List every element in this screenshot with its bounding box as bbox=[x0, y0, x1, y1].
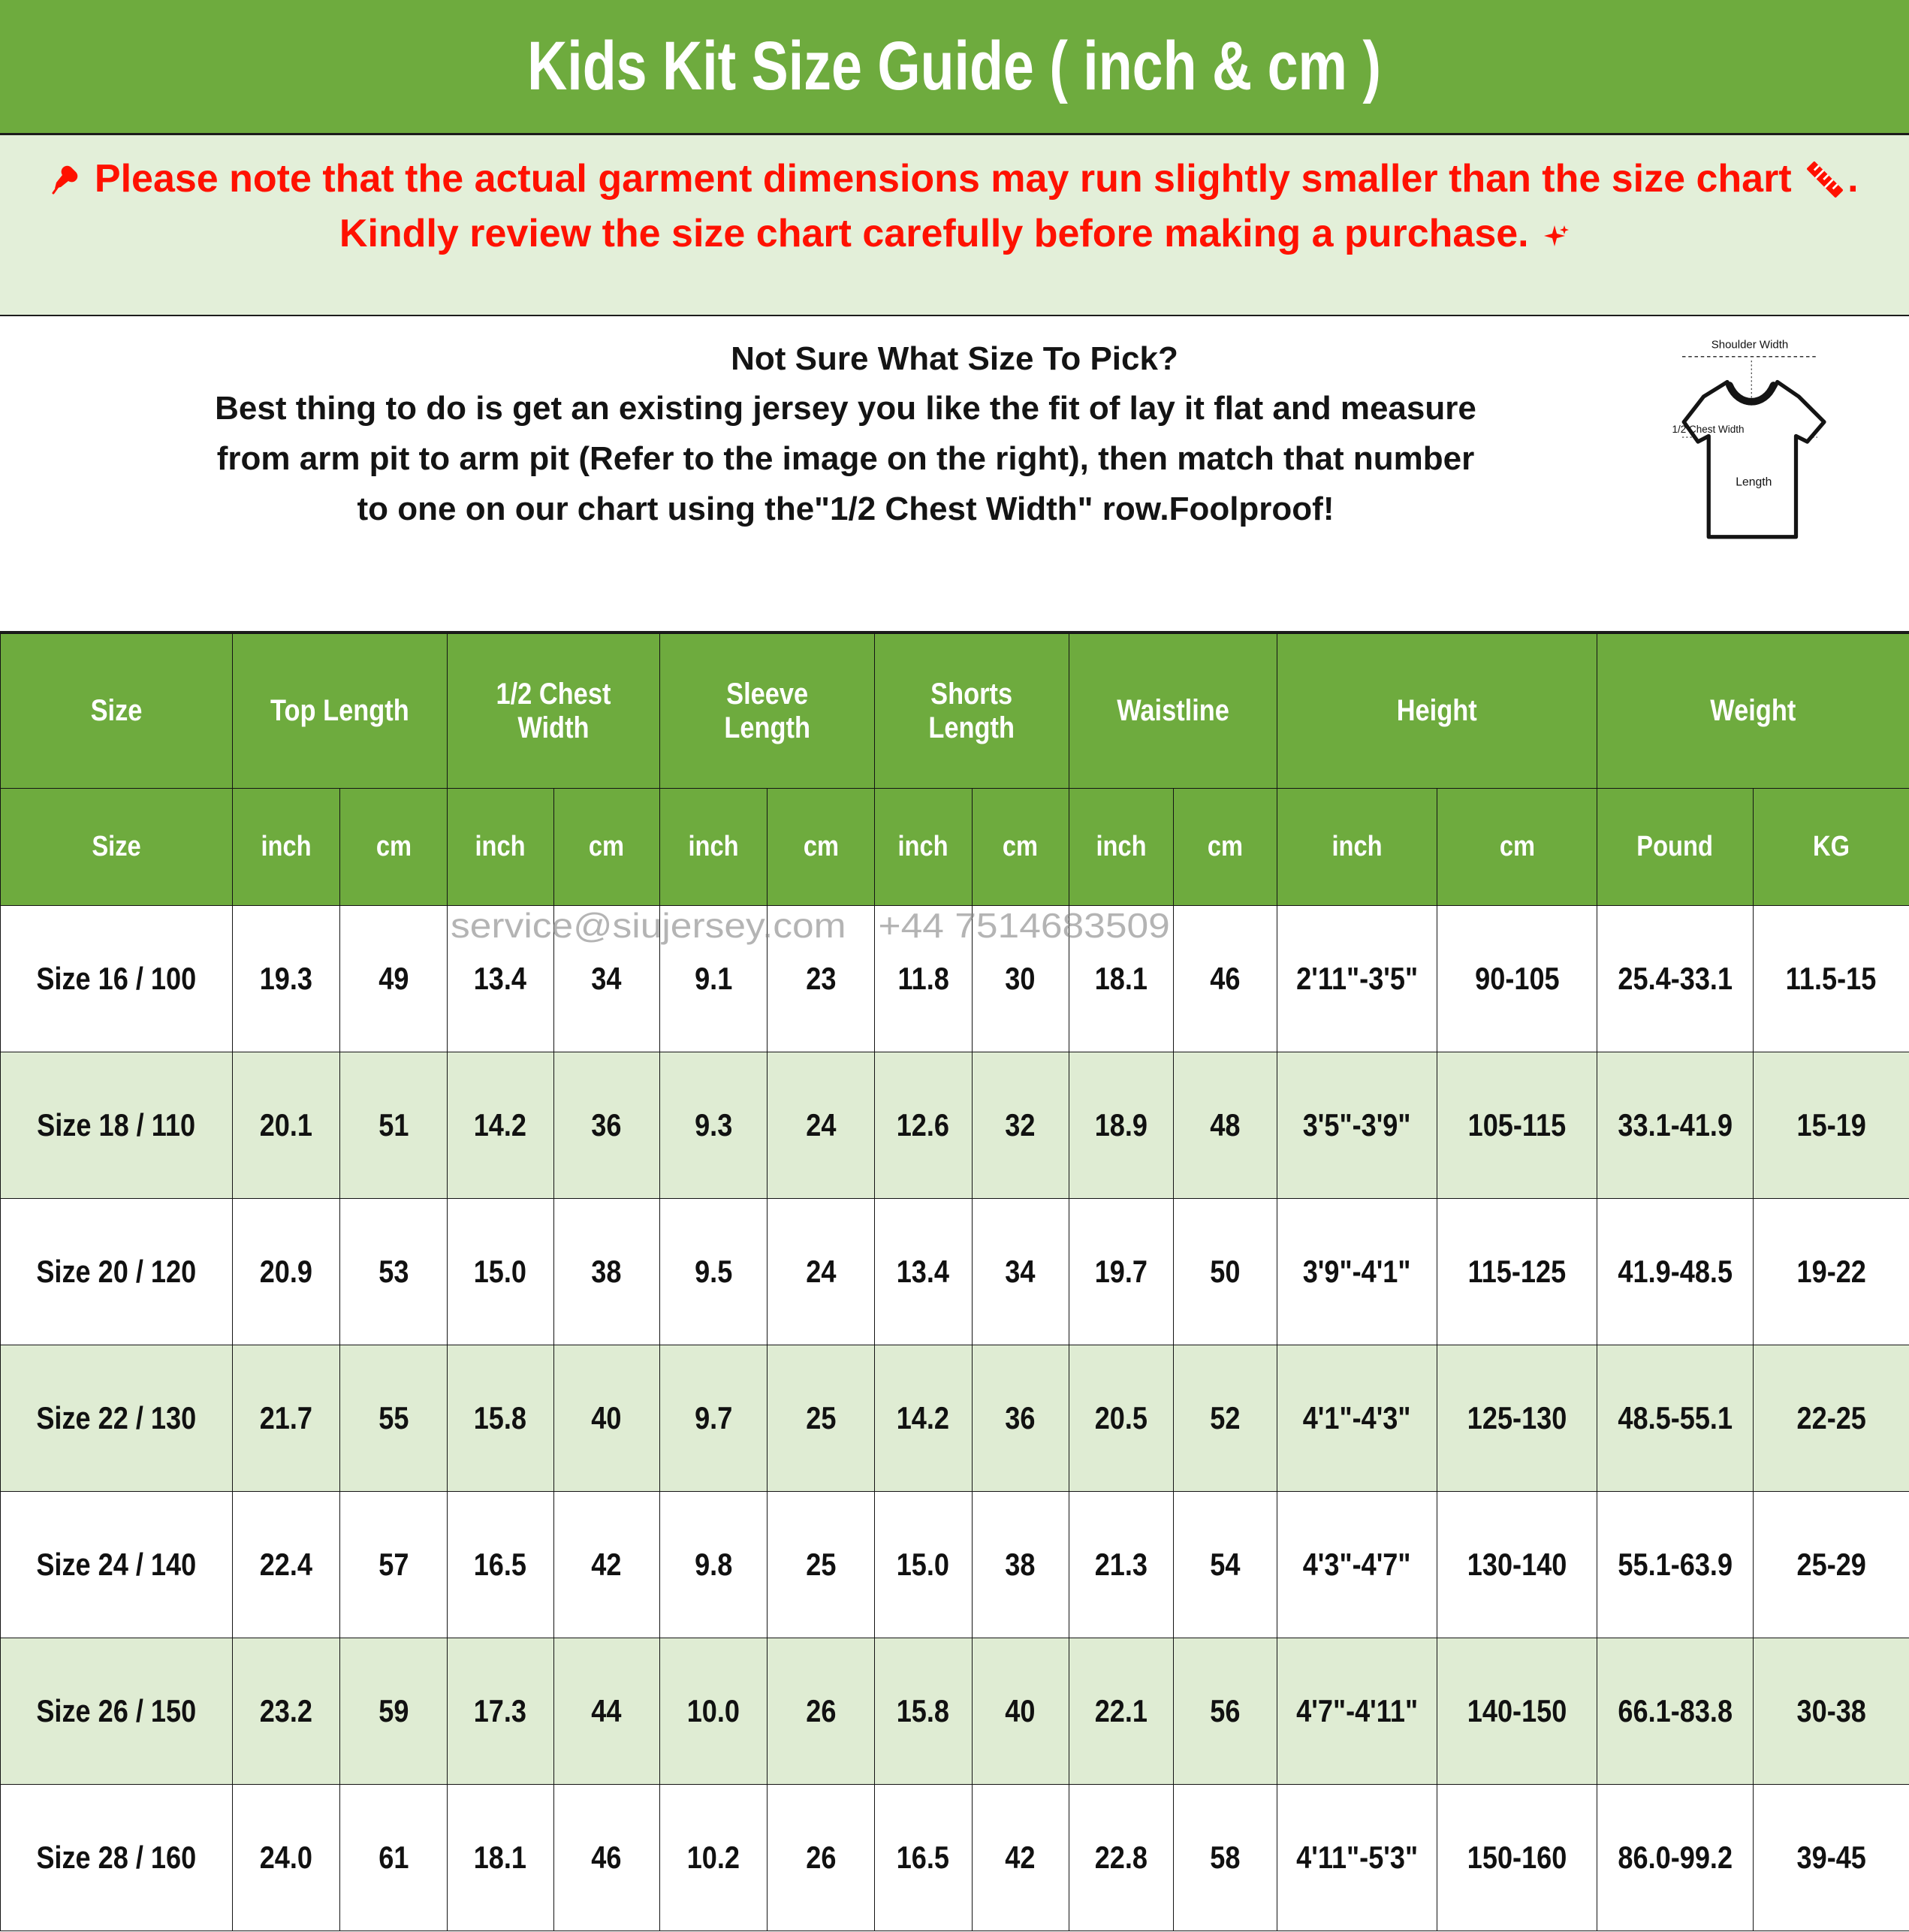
svg-text:Length: Length bbox=[1736, 476, 1772, 489]
svg-text:1/2 Chest Width: 1/2 Chest Width bbox=[1672, 424, 1745, 435]
svg-text:Shoulder Width: Shoulder Width bbox=[1711, 339, 1789, 352]
